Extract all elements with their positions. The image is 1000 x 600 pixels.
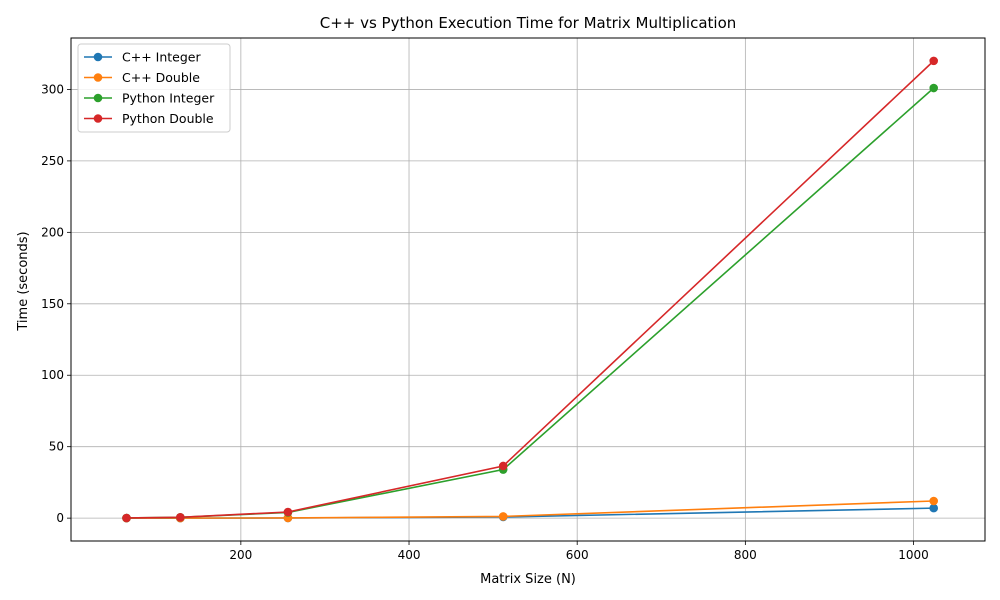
series-python-double xyxy=(122,56,939,523)
y-tick-label: 0 xyxy=(56,511,64,525)
series-c-integer xyxy=(122,503,939,523)
y-axis-label: Time (seconds) xyxy=(16,231,31,331)
plot-frame xyxy=(70,37,986,542)
data-point xyxy=(498,512,508,521)
legend-box xyxy=(77,43,231,133)
series-layer xyxy=(122,56,939,523)
legend-marker xyxy=(93,52,103,62)
legend-item: C++ Integer xyxy=(84,50,201,65)
series-c-double xyxy=(122,496,939,523)
legend-label: C++ Integer xyxy=(122,50,201,65)
x-axis-label: Matrix Size (N) xyxy=(480,572,576,587)
series-line xyxy=(126,500,934,519)
x-tick-label: 600 xyxy=(566,548,589,562)
data-point xyxy=(929,503,939,513)
y-tick-label: 300 xyxy=(41,82,64,96)
series-line xyxy=(126,507,934,519)
legend-label: Python Integer xyxy=(122,91,215,106)
data-point xyxy=(929,83,939,93)
data-point xyxy=(498,461,508,471)
legend-item: C++ Double xyxy=(84,70,200,85)
y-tick-label: 50 xyxy=(49,440,64,454)
y-tick-label: 200 xyxy=(41,225,64,239)
legend-marker xyxy=(93,114,103,123)
data-point xyxy=(929,56,939,66)
y-tick-label: 250 xyxy=(41,154,64,168)
x-tick-label: 800 xyxy=(734,548,757,562)
legend-label: Python Double xyxy=(122,111,214,126)
series-line xyxy=(126,60,935,519)
x-tick-label: 200 xyxy=(229,548,252,562)
legend-label: C++ Double xyxy=(122,70,200,85)
legend-marker xyxy=(93,73,103,82)
y-tick-label: 150 xyxy=(41,297,64,311)
legend: C++ Integer C++ Double Python Integer Pytho… xyxy=(77,43,231,133)
x-tick-label: 1000 xyxy=(898,548,929,562)
data-point xyxy=(929,496,939,506)
data-point xyxy=(283,507,293,517)
x-tick-label: 400 xyxy=(398,548,421,562)
series-line xyxy=(126,87,935,519)
y-tick-label: 100 xyxy=(41,368,64,382)
legend-item: Python Integer xyxy=(84,91,215,106)
legend-marker xyxy=(93,93,103,103)
ticks: 200 400 600 800 1000 0 50 100 150 200 250 300 xyxy=(41,82,929,562)
series-python-integer xyxy=(122,83,939,523)
legend-item: Python Double xyxy=(84,111,214,126)
data-point xyxy=(176,512,185,522)
chart-title: C++ vs Python Execution Time for Matrix … xyxy=(320,14,737,32)
data-point xyxy=(122,513,131,523)
